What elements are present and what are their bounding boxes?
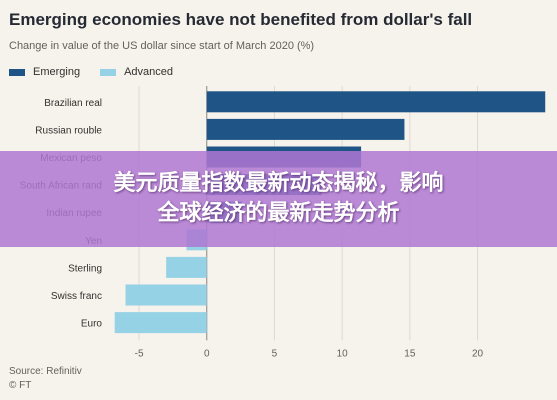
credit-note: © FT: [9, 380, 32, 391]
bar: [114, 312, 207, 334]
legend-item-emerging: Emerging: [9, 66, 80, 78]
legend-item-advanced: Advanced: [100, 66, 173, 78]
category-label: Swiss franc: [51, 291, 102, 302]
category-label: Euro: [81, 319, 103, 330]
x-tick-label: 15: [404, 348, 416, 359]
legend: Emerging Advanced: [9, 66, 193, 78]
banner-line-1: 美元质量指数最新动态揭秘，影响: [113, 171, 444, 196]
category-label: Brazilian real: [44, 98, 102, 109]
bar: [125, 284, 207, 306]
overlay-banner: 美元质量指数最新动态揭秘，影响 全球经济的最新走势分析: [0, 151, 557, 247]
category-label: Sterling: [68, 263, 102, 274]
bar: [206, 91, 546, 113]
legend-label-advanced: Advanced: [124, 66, 174, 78]
legend-label-emerging: Emerging: [33, 66, 81, 78]
legend-swatch-emerging: [9, 68, 25, 76]
legend-swatch-advanced: [100, 68, 117, 76]
category-label: Russian rouble: [35, 125, 102, 136]
bar: [166, 256, 207, 278]
source-note: Source: Refinitiv: [9, 366, 82, 377]
bar: [206, 118, 405, 140]
chart-subtitle: Change in value of the US dollar since s…: [9, 40, 315, 52]
x-tick-label: 10: [337, 348, 349, 359]
x-tick-label: 20: [472, 348, 484, 359]
chart-title: Emerging economies have not benefited fr…: [9, 10, 473, 29]
banner-line-2: 全球经济的最新走势分析: [157, 201, 400, 226]
x-tick-label: 5: [272, 348, 278, 359]
x-tick-label: -5: [135, 348, 144, 359]
x-tick-label: 0: [204, 348, 210, 359]
